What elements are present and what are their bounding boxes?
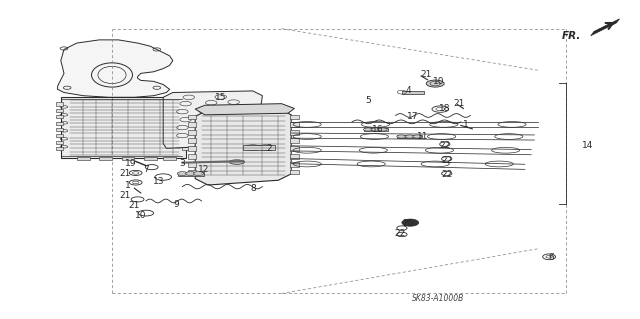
Text: 5: 5: [365, 96, 371, 105]
Text: 1: 1: [463, 120, 468, 129]
Text: 9: 9: [173, 200, 179, 209]
Text: 22: 22: [439, 141, 451, 150]
Text: 2: 2: [266, 144, 271, 153]
Text: 10: 10: [433, 77, 444, 86]
Bar: [56, 102, 63, 106]
Bar: [188, 170, 196, 174]
Text: 8: 8: [250, 184, 255, 193]
Bar: [77, 157, 90, 160]
Text: 22: 22: [441, 170, 452, 179]
Bar: [188, 115, 196, 119]
Bar: [290, 122, 299, 127]
Text: 21: 21: [454, 99, 465, 108]
Ellipse shape: [378, 128, 387, 131]
Text: SK83-A1000B: SK83-A1000B: [412, 294, 465, 303]
Ellipse shape: [364, 128, 372, 131]
Text: 13: 13: [153, 177, 164, 186]
Bar: [402, 91, 424, 94]
Bar: [182, 102, 190, 106]
Text: 16: 16: [372, 125, 383, 134]
Text: 18: 18: [439, 104, 451, 113]
Text: 22: 22: [394, 229, 406, 238]
Bar: [188, 138, 196, 143]
Bar: [243, 145, 275, 150]
Bar: [56, 141, 63, 144]
Ellipse shape: [177, 172, 188, 175]
Ellipse shape: [426, 80, 444, 87]
Bar: [290, 154, 299, 159]
Bar: [188, 130, 196, 135]
Bar: [182, 109, 190, 112]
Bar: [188, 146, 196, 151]
Text: 3: 3: [180, 159, 185, 168]
Text: 17: 17: [407, 112, 419, 121]
Bar: [56, 115, 63, 118]
Ellipse shape: [186, 172, 196, 175]
Bar: [144, 157, 157, 160]
Ellipse shape: [397, 135, 406, 138]
Text: 7: 7: [143, 165, 148, 174]
Text: 21: 21: [119, 169, 131, 178]
Text: 12: 12: [198, 165, 209, 174]
Text: 10: 10: [135, 211, 147, 220]
Text: 21: 21: [119, 191, 131, 200]
Bar: [182, 141, 190, 144]
Text: 4: 4: [406, 86, 411, 95]
Bar: [397, 135, 422, 138]
Ellipse shape: [193, 172, 204, 175]
Bar: [182, 122, 190, 125]
Bar: [188, 162, 196, 167]
Text: 1: 1: [125, 181, 131, 189]
Text: 21: 21: [129, 201, 140, 210]
Bar: [182, 115, 190, 118]
Text: 14: 14: [582, 141, 593, 150]
Ellipse shape: [413, 135, 422, 138]
Bar: [290, 115, 299, 119]
Bar: [290, 146, 299, 151]
Polygon shape: [195, 108, 291, 185]
Polygon shape: [195, 104, 294, 115]
Bar: [188, 122, 196, 127]
Bar: [290, 162, 299, 167]
Text: 22: 22: [441, 156, 452, 165]
Text: 20: 20: [403, 219, 414, 228]
Polygon shape: [591, 19, 620, 36]
Bar: [182, 147, 190, 150]
Ellipse shape: [405, 135, 414, 138]
Text: 15: 15: [215, 93, 227, 102]
Ellipse shape: [402, 219, 419, 226]
Bar: [56, 147, 63, 150]
Bar: [182, 128, 190, 131]
Bar: [163, 157, 176, 160]
Ellipse shape: [229, 160, 244, 164]
Bar: [290, 130, 299, 135]
Text: FR.: FR.: [562, 31, 581, 41]
Bar: [56, 128, 63, 131]
Ellipse shape: [371, 128, 380, 131]
Text: 11: 11: [417, 132, 428, 141]
Bar: [364, 128, 388, 131]
Text: 21: 21: [420, 70, 431, 79]
Polygon shape: [163, 91, 262, 148]
Text: 19: 19: [125, 159, 137, 168]
Bar: [56, 122, 63, 125]
Bar: [188, 154, 196, 159]
Bar: [178, 172, 204, 176]
Bar: [99, 157, 112, 160]
Bar: [290, 170, 299, 174]
Polygon shape: [58, 40, 173, 97]
Polygon shape: [61, 97, 186, 158]
Text: 6: 6: [549, 253, 554, 262]
Bar: [122, 157, 134, 160]
Bar: [182, 134, 190, 137]
Bar: [56, 109, 63, 112]
Bar: [290, 138, 299, 143]
Bar: [56, 134, 63, 137]
